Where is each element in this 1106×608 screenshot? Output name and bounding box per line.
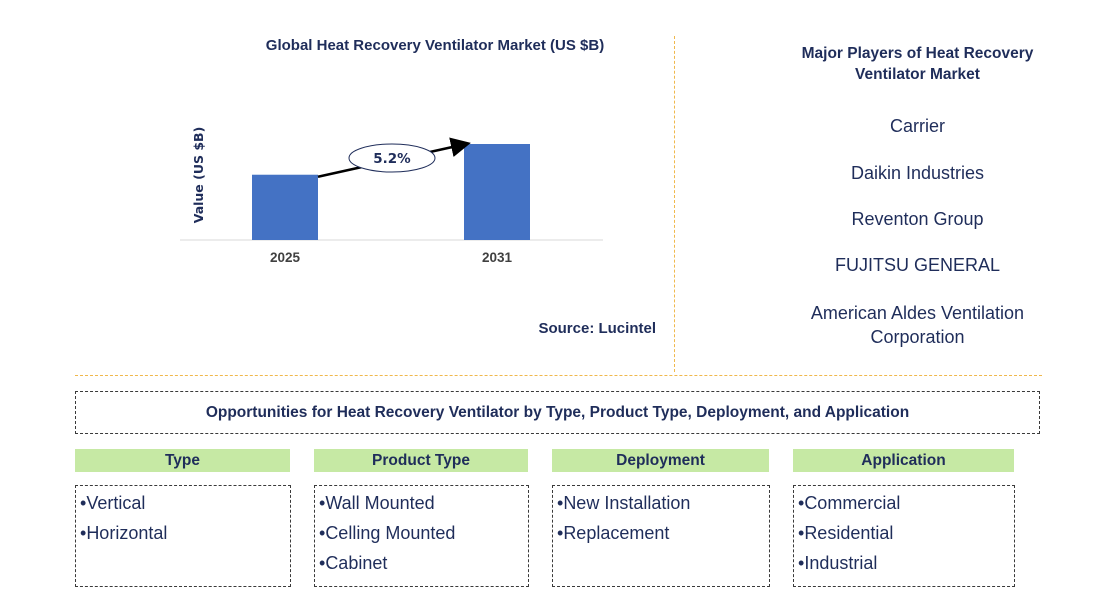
category-header-application: Application xyxy=(793,449,1014,472)
list-item: Commercial xyxy=(798,488,1014,518)
y-axis-label: Value (US $B) xyxy=(191,127,206,224)
player-daikin: Daikin Industries xyxy=(850,163,985,183)
list-item: Wall Mounted xyxy=(319,488,528,518)
list-item: Vertical xyxy=(80,488,290,518)
list-item: Industrial xyxy=(798,548,1014,578)
category-header-deployment: Deployment xyxy=(552,449,769,472)
list-item: Celling Mounted xyxy=(319,518,528,548)
opportunities-title: Opportunities for Heat Recovery Ventilat… xyxy=(75,391,1040,434)
player-american-aldes: American Aldes Ventilation Corporation xyxy=(810,303,1025,347)
list-item: Cabinet xyxy=(319,548,528,578)
list-item: Horizontal xyxy=(80,518,290,548)
player-carrier: Carrier xyxy=(889,116,945,136)
bar-chart: Value (US $B) 2025 2031 5.2% xyxy=(180,127,603,265)
category-list-application: Commercial Residential Industrial xyxy=(793,485,1015,587)
player-fujitsu: FUJITSU GENERAL xyxy=(834,255,1001,275)
horizontal-divider xyxy=(75,375,1042,376)
source-label: Source: Lucintel xyxy=(538,320,656,337)
x-tick-label: 2025 xyxy=(270,250,301,265)
player-reventon: Reventon Group xyxy=(851,209,984,229)
x-tick-label: 2031 xyxy=(482,250,513,265)
list-item: New Installation xyxy=(557,488,769,518)
category-header-type: Type xyxy=(75,449,290,472)
chart-title: Global Heat Recovery Ventilator Market (… xyxy=(265,37,605,54)
vertical-divider xyxy=(674,36,675,372)
category-list-product-type: Wall Mounted Celling Mounted Cabinet xyxy=(314,485,529,587)
category-header-product-type: Product Type xyxy=(314,449,528,472)
category-list-deployment: New Installation Replacement xyxy=(552,485,770,587)
players-title: Major Players of Heat Recovery Ventilato… xyxy=(801,45,1034,83)
category-list-type: Vertical Horizontal xyxy=(75,485,291,587)
bar-2025 xyxy=(252,174,318,240)
cagr-label: 5.2% xyxy=(373,151,411,167)
list-item: Residential xyxy=(798,518,1014,548)
bar-2031 xyxy=(464,144,530,240)
cagr-ellipse xyxy=(348,143,436,173)
list-item: Replacement xyxy=(557,518,769,548)
